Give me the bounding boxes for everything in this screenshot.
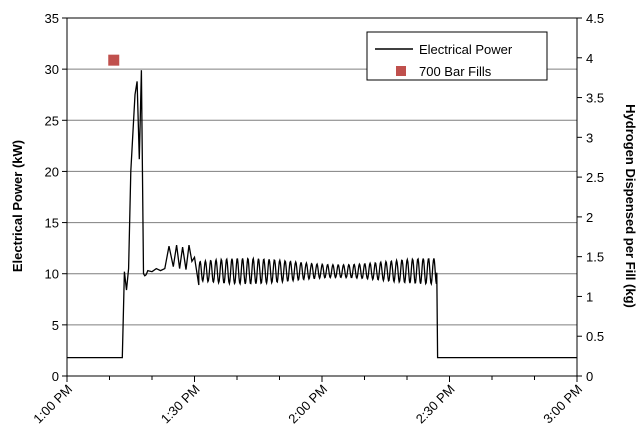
- legend-marker-700-bar-fills: [396, 66, 406, 76]
- left-axis-tick-label: 0: [52, 369, 59, 384]
- right-y-axis: 0 0.5 1 1.5 2 2.5 3 3.5 4 4.5: [577, 11, 604, 384]
- left-axis-tick-label: 15: [45, 216, 59, 231]
- right-axis-tick-label: 3: [586, 130, 593, 145]
- x-axis-tick-label: 2:00 PM: [285, 382, 330, 427]
- x-axis-tick-label: 2:30 PM: [413, 382, 458, 427]
- left-axis-tick-label: 5: [52, 318, 59, 333]
- legend-label-electrical-power: Electrical Power: [419, 42, 513, 57]
- left-axis-tick-label: 10: [45, 267, 59, 282]
- legend-label-700-bar-fills: 700 Bar Fills: [419, 64, 492, 79]
- right-axis-tick-label: 4: [586, 51, 593, 66]
- gridlines: [67, 17, 577, 377]
- right-axis-tick-label: 2.5: [586, 170, 604, 185]
- right-axis-tick-label: 4.5: [586, 11, 604, 26]
- left-axis-tick-label: 20: [45, 164, 59, 179]
- x-axis-tick-label: 3:00 PM: [540, 382, 585, 427]
- x-axis-tick-label: 1:30 PM: [158, 382, 203, 427]
- left-axis-tick-label: 35: [45, 11, 59, 26]
- right-axis-tick-label: 1: [586, 289, 593, 304]
- electrical-power-line: [67, 70, 577, 359]
- right-axis-tick-label: 3.5: [586, 91, 604, 106]
- right-axis-tick-label: 0: [586, 369, 593, 384]
- right-axis-tick-label: 0.5: [586, 329, 604, 344]
- x-axis: 1:00 PM 1:30 PM 2:00 PM 2:30 PM 3:00 PM: [30, 376, 585, 426]
- right-axis-title: Hydrogen Dispensed per Fill (kg): [623, 104, 638, 308]
- left-axis-title: Electrical Power (kW): [10, 140, 25, 272]
- left-axis-tick-label: 25: [45, 113, 59, 128]
- right-axis-tick-label: 1.5: [586, 250, 604, 265]
- x-axis-tick-label: 1:00 PM: [30, 382, 75, 427]
- series-layer: [67, 54, 577, 359]
- fill-point-700-bar: [108, 54, 120, 66]
- right-axis-tick-label: 2: [586, 210, 593, 225]
- left-axis-tick-label: 30: [45, 62, 59, 77]
- left-y-axis: 0 5 10 15 20 25 30 35: [45, 11, 67, 384]
- legend: Electrical Power 700 Bar Fills: [366, 31, 548, 81]
